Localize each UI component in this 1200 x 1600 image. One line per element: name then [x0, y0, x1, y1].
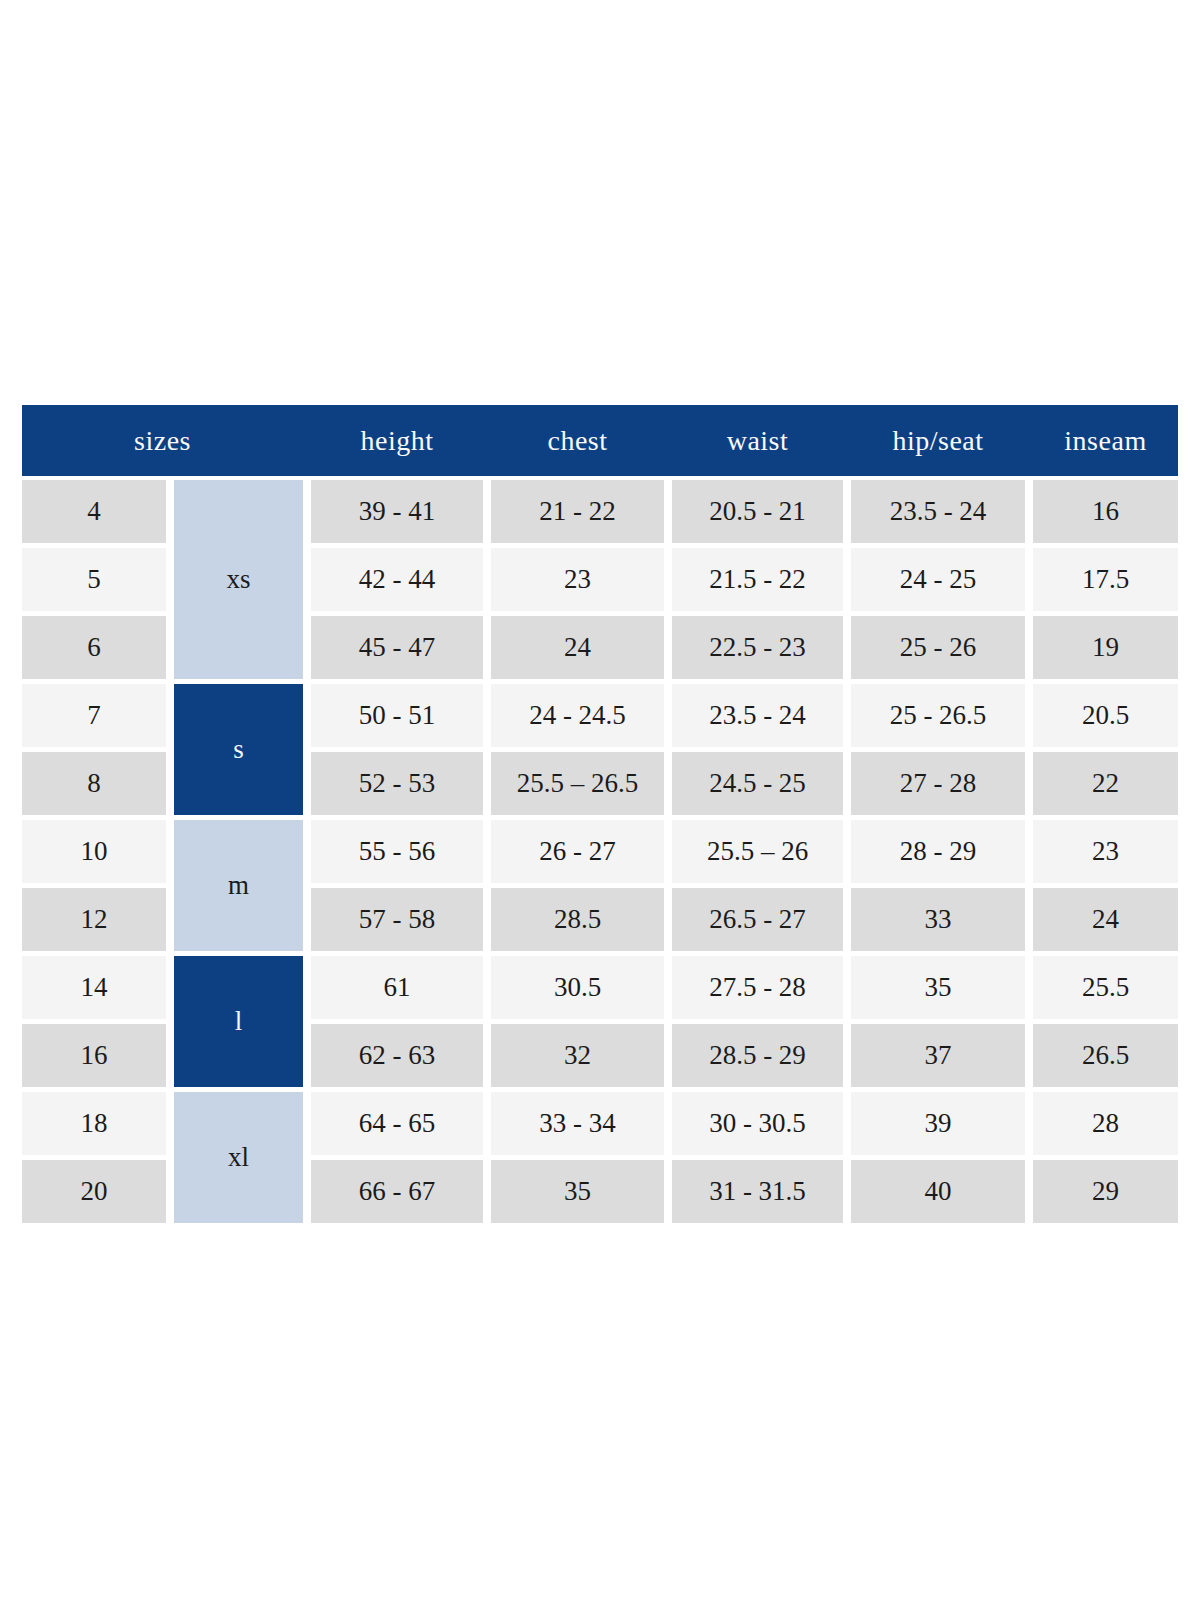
size-group-cell-s: s	[174, 684, 303, 815]
waist-cell: 21.5 - 22	[672, 548, 843, 611]
hip-seat-cell: 33	[851, 888, 1025, 951]
height-cell: 57 - 58	[311, 888, 483, 951]
column-header-chest: chest	[491, 405, 664, 476]
height-cell: 55 - 56	[311, 820, 483, 883]
column-header-sizes: sizes	[22, 405, 303, 476]
height-cell: 45 - 47	[311, 616, 483, 679]
table-body: 439 - 4121 - 2220.5 - 2123.5 - 2416542 -…	[22, 480, 1178, 1223]
inseam-cell: 20.5	[1033, 684, 1178, 747]
size-cell: 18	[22, 1092, 166, 1155]
size-cell: 5	[22, 548, 166, 611]
waist-cell: 26.5 - 27	[672, 888, 843, 951]
height-cell: 50 - 51	[311, 684, 483, 747]
chest-cell: 21 - 22	[491, 480, 664, 543]
hip-seat-cell: 37	[851, 1024, 1025, 1087]
hip-seat-cell: 25 - 26	[851, 616, 1025, 679]
height-cell: 52 - 53	[311, 752, 483, 815]
size-group-cell-xs: xs	[174, 480, 303, 679]
size-chart-table: sizes height chest waist hip/seat inseam…	[22, 405, 1178, 1223]
size-group-cell-xl: xl	[174, 1092, 303, 1223]
hip-seat-cell: 39	[851, 1092, 1025, 1155]
waist-cell: 25.5 – 26	[672, 820, 843, 883]
size-cell: 14	[22, 956, 166, 1019]
inseam-cell: 29	[1033, 1160, 1178, 1223]
chest-cell: 23	[491, 548, 664, 611]
size-cell: 6	[22, 616, 166, 679]
waist-cell: 24.5 - 25	[672, 752, 843, 815]
size-cell: 12	[22, 888, 166, 951]
chest-cell: 28.5	[491, 888, 664, 951]
hip-seat-cell: 28 - 29	[851, 820, 1025, 883]
waist-cell: 30 - 30.5	[672, 1092, 843, 1155]
inseam-cell: 24	[1033, 888, 1178, 951]
size-cell: 20	[22, 1160, 166, 1223]
hip-seat-cell: 40	[851, 1160, 1025, 1223]
chest-cell: 35	[491, 1160, 664, 1223]
size-group-cell-l: l	[174, 956, 303, 1087]
chest-cell: 30.5	[491, 956, 664, 1019]
column-header-waist: waist	[672, 405, 843, 476]
height-cell: 39 - 41	[311, 480, 483, 543]
waist-cell: 22.5 - 23	[672, 616, 843, 679]
size-chart-page: sizes height chest waist hip/seat inseam…	[0, 0, 1200, 1600]
chest-cell: 24	[491, 616, 664, 679]
column-header-inseam: inseam	[1033, 405, 1178, 476]
waist-cell: 27.5 - 28	[672, 956, 843, 1019]
table-header-row: sizes height chest waist hip/seat inseam	[22, 405, 1178, 476]
waist-cell: 20.5 - 21	[672, 480, 843, 543]
hip-seat-cell: 24 - 25	[851, 548, 1025, 611]
chest-cell: 26 - 27	[491, 820, 664, 883]
hip-seat-cell: 25 - 26.5	[851, 684, 1025, 747]
waist-cell: 23.5 - 24	[672, 684, 843, 747]
inseam-cell: 19	[1033, 616, 1178, 679]
waist-cell: 28.5 - 29	[672, 1024, 843, 1087]
size-cell: 8	[22, 752, 166, 815]
chest-cell: 24 - 24.5	[491, 684, 664, 747]
inseam-cell: 22	[1033, 752, 1178, 815]
inseam-cell: 17.5	[1033, 548, 1178, 611]
size-group-cell-m: m	[174, 820, 303, 951]
height-cell: 66 - 67	[311, 1160, 483, 1223]
column-header-height: height	[311, 405, 483, 476]
chest-cell: 25.5 – 26.5	[491, 752, 664, 815]
inseam-cell: 23	[1033, 820, 1178, 883]
waist-cell: 31 - 31.5	[672, 1160, 843, 1223]
height-cell: 64 - 65	[311, 1092, 483, 1155]
size-cell: 10	[22, 820, 166, 883]
size-cell: 7	[22, 684, 166, 747]
hip-seat-cell: 23.5 - 24	[851, 480, 1025, 543]
height-cell: 62 - 63	[311, 1024, 483, 1087]
chest-cell: 32	[491, 1024, 664, 1087]
inseam-cell: 28	[1033, 1092, 1178, 1155]
inseam-cell: 25.5	[1033, 956, 1178, 1019]
height-cell: 42 - 44	[311, 548, 483, 611]
size-cell: 16	[22, 1024, 166, 1087]
hip-seat-cell: 35	[851, 956, 1025, 1019]
chest-cell: 33 - 34	[491, 1092, 664, 1155]
height-cell: 61	[311, 956, 483, 1019]
column-header-hip-seat: hip/seat	[851, 405, 1025, 476]
inseam-cell: 16	[1033, 480, 1178, 543]
size-cell: 4	[22, 480, 166, 543]
hip-seat-cell: 27 - 28	[851, 752, 1025, 815]
inseam-cell: 26.5	[1033, 1024, 1178, 1087]
